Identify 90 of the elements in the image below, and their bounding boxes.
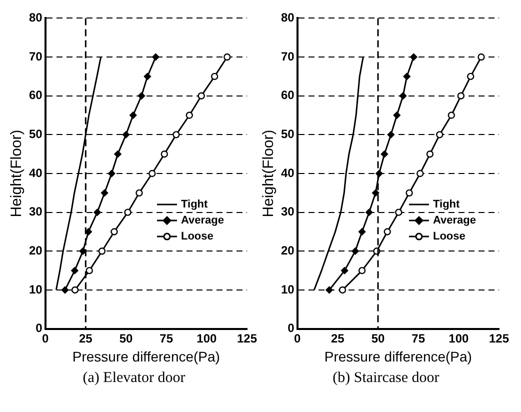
point — [71, 266, 78, 274]
point — [98, 248, 106, 255]
y-tick-label: 50 — [28, 126, 43, 141]
point — [372, 189, 380, 197]
point — [352, 248, 359, 255]
point — [366, 208, 373, 216]
point — [124, 208, 132, 216]
x-tick-label: 100 — [448, 331, 469, 346]
point — [160, 150, 168, 158]
point — [61, 286, 69, 294]
x-tick-label: 50 — [371, 331, 385, 346]
point — [395, 208, 402, 216]
point — [84, 228, 92, 236]
y-tick-label: 0 — [288, 321, 295, 336]
y-tick-label: 20 — [280, 243, 295, 258]
point — [457, 92, 465, 100]
x-tick-label: 125 — [236, 331, 258, 346]
point — [358, 228, 366, 236]
point — [399, 92, 407, 100]
y-tick-label: 80 — [28, 10, 43, 25]
legend-label: Loose — [432, 230, 466, 243]
point — [426, 150, 434, 158]
point — [108, 170, 116, 178]
legend-label: Average — [180, 214, 224, 227]
legend-label: Tight — [180, 198, 208, 211]
point — [138, 92, 146, 100]
x-tick-label: 50 — [119, 331, 133, 346]
y-tick-label: 10 — [280, 282, 295, 296]
point — [100, 189, 108, 197]
point — [94, 208, 101, 216]
y-tick-label: 40 — [280, 166, 295, 180]
x-axis-title: Pressure difference(Pa) — [72, 348, 220, 364]
point — [341, 266, 348, 274]
point — [387, 131, 395, 138]
x-tick-label: 75 — [160, 331, 174, 346]
y-tick-label: 70 — [28, 49, 43, 64]
point — [71, 286, 79, 294]
y-tick-label: 10 — [28, 282, 43, 296]
point — [130, 112, 137, 119]
y-tick-label: 80 — [280, 10, 295, 25]
point — [122, 131, 130, 138]
point — [198, 92, 205, 100]
legend-label: Tight — [432, 198, 460, 211]
x-tick-label: 75 — [412, 331, 426, 346]
legend-label: Loose — [180, 230, 214, 243]
point — [416, 170, 424, 178]
x-tick-label: 25 — [78, 331, 93, 346]
point — [326, 286, 333, 294]
point — [148, 170, 156, 178]
y-tick-label: 20 — [28, 243, 43, 258]
point — [448, 112, 455, 119]
y-tick-label: 60 — [280, 88, 295, 102]
point — [478, 53, 485, 61]
point — [172, 131, 180, 138]
x-tick-label: 100 — [196, 331, 217, 346]
point — [210, 72, 218, 80]
point — [79, 248, 87, 255]
point — [136, 189, 143, 197]
y-tick-label: 30 — [280, 204, 295, 219]
point — [436, 131, 444, 138]
point — [144, 72, 152, 80]
y-tick-label: 40 — [28, 166, 43, 180]
y-axis-title: Height(Floor) — [8, 130, 26, 218]
point — [384, 228, 391, 236]
point — [393, 112, 400, 119]
y-tick-label: 30 — [28, 204, 43, 219]
point — [224, 53, 231, 61]
point — [114, 150, 122, 158]
point — [152, 53, 160, 61]
y-tick-label: 60 — [28, 88, 43, 102]
point — [403, 72, 410, 80]
legend-label: Average — [432, 214, 476, 227]
point — [338, 286, 346, 294]
y-tick-label: 70 — [280, 49, 295, 64]
x-tick-label: 25 — [330, 331, 345, 346]
point — [186, 112, 193, 119]
y-axis-title: Height(Floor) — [260, 130, 278, 218]
x-tick-label: 125 — [488, 331, 510, 346]
x-axis-title: Pressure difference(Pa) — [324, 348, 472, 364]
point — [86, 266, 93, 274]
y-tick-label: 50 — [280, 126, 295, 141]
y-tick-label: 0 — [36, 321, 43, 336]
text: (b) Staircase door — [332, 370, 440, 387]
point — [110, 228, 118, 236]
point — [358, 266, 366, 274]
point — [467, 72, 474, 80]
point — [406, 189, 413, 197]
point — [410, 53, 418, 61]
point — [380, 150, 388, 158]
text: (a) Elevator door — [82, 370, 186, 387]
